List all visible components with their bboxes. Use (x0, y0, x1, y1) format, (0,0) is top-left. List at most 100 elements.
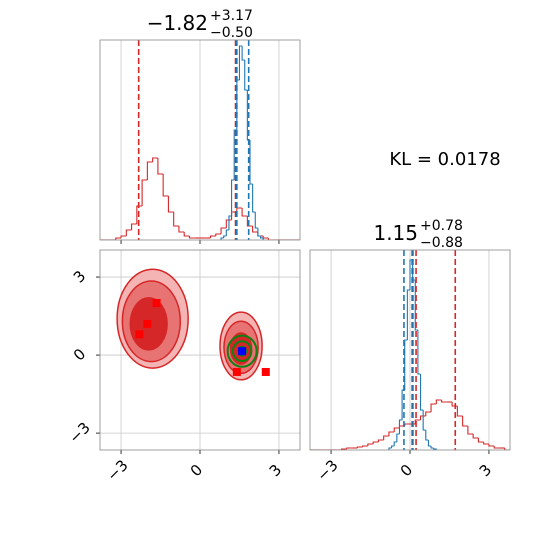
y-tick-label: 3 (70, 267, 89, 286)
hist-step (404, 423, 410, 426)
hist-step (430, 403, 437, 412)
point (232, 367, 241, 376)
hist-step (183, 232, 190, 237)
point (261, 367, 270, 376)
green-contour (226, 334, 258, 368)
hist-step (419, 415, 426, 420)
hist-step (493, 446, 500, 449)
hist-step (152, 157, 158, 162)
hist-step (262, 236, 269, 239)
x-tick-label: 0 (187, 461, 206, 480)
hist-step (417, 330, 421, 375)
hist-step (356, 446, 363, 448)
hist-step (246, 216, 253, 227)
hist-step (267, 238, 274, 240)
hist-step (483, 442, 489, 445)
hist-step (209, 235, 216, 238)
hist-step (372, 441, 379, 444)
hist-step (220, 227, 227, 234)
hist-step (178, 226, 185, 233)
hist-step (115, 237, 122, 240)
point (143, 319, 152, 328)
x-tick-label: 3 (476, 461, 495, 480)
hist-step (120, 235, 127, 238)
hist-step (472, 434, 479, 439)
hist-step (125, 229, 132, 236)
x-tick-label: −3 (103, 456, 131, 484)
hist-step (220, 237, 224, 240)
x-tick-label: 0 (397, 461, 416, 480)
title-value: 1.15 (373, 221, 418, 245)
y-tick-label: −3 (65, 419, 93, 447)
hist-step (244, 60, 248, 91)
hist-step (404, 339, 408, 390)
point (135, 330, 144, 339)
hist-step (391, 445, 395, 448)
hist-step (228, 215, 232, 230)
title-upper: +3.17 (210, 8, 253, 24)
hist-step (462, 416, 468, 427)
hist-step (396, 433, 400, 442)
hist-step (257, 228, 261, 237)
hist-step (425, 430, 429, 441)
hist-step (435, 399, 442, 404)
hist-step (231, 179, 235, 216)
panel (100, 40, 300, 240)
title-lower: −0.50 (210, 25, 253, 41)
hist-step (412, 260, 416, 281)
hist-step (393, 441, 397, 446)
hist-step (433, 448, 437, 450)
hist-step (225, 219, 232, 228)
hist-step (398, 419, 403, 434)
kl-annotation: KL = 0.0178 (389, 149, 500, 170)
hist-step (259, 236, 264, 240)
hist-step (477, 438, 484, 443)
hist-step (238, 45, 243, 80)
hist-step (241, 208, 248, 217)
hist-step (249, 140, 253, 185)
hist-step (146, 161, 153, 180)
hist-step (241, 46, 245, 61)
hist-step (388, 447, 392, 450)
hist-step (252, 226, 258, 233)
panel-frame (99, 39, 301, 241)
x-tick-label: −3 (313, 456, 341, 484)
panel-frame (309, 249, 511, 451)
point (238, 347, 247, 356)
hist-step (167, 196, 174, 213)
hist-step (406, 289, 410, 340)
hist-step (346, 447, 353, 449)
title-value: −1.82 (147, 11, 208, 35)
hist-step (488, 444, 495, 447)
hist-step (136, 205, 143, 224)
hist-step (422, 410, 426, 431)
title-upper: +0.78 (420, 218, 463, 234)
hist-step (257, 232, 264, 237)
hist-step (383, 435, 389, 440)
hist-step (367, 443, 374, 446)
panel (310, 250, 510, 450)
hist-step (233, 129, 237, 180)
hist-step (131, 223, 137, 230)
hist-step (223, 235, 227, 238)
hist-step (188, 236, 195, 239)
title-lower: −0.88 (420, 235, 463, 251)
hist-step (377, 439, 384, 442)
hist-step (388, 431, 395, 436)
hist-step (215, 233, 222, 236)
hist-step (504, 448, 510, 450)
panel-frame (99, 249, 301, 451)
x-tick-label: 3 (266, 461, 285, 480)
hist-step (419, 374, 424, 411)
hist-step (252, 184, 256, 213)
hist-step (173, 212, 179, 227)
hist-step (393, 427, 400, 432)
point (152, 299, 161, 308)
hist-step (362, 445, 368, 447)
hist-step (441, 400, 447, 403)
hist-step (456, 406, 463, 417)
hist-step (157, 158, 164, 175)
hist-step (467, 426, 474, 435)
panel (100, 250, 300, 450)
